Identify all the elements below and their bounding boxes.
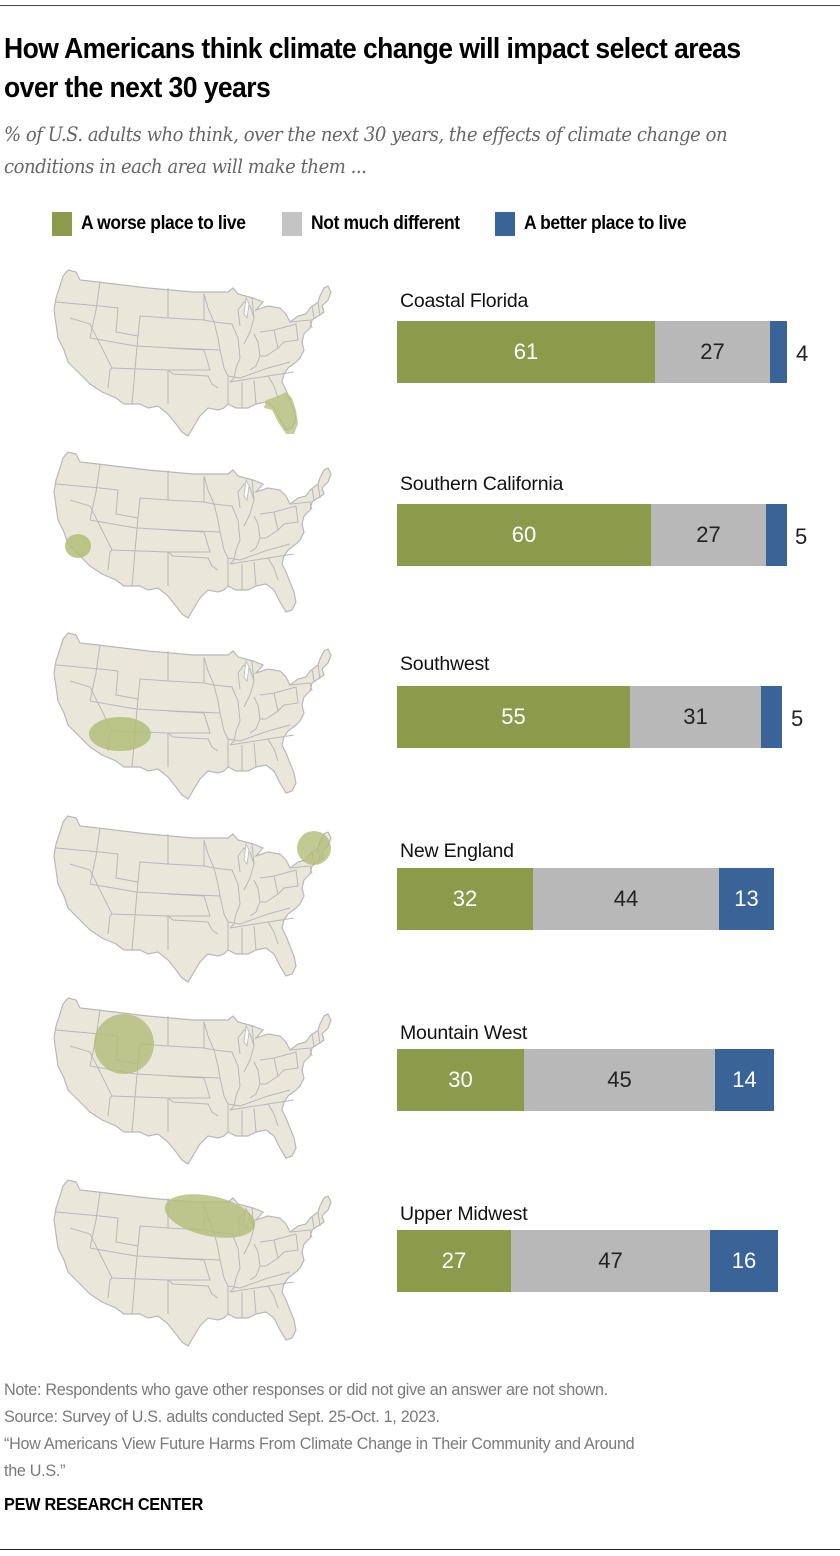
report-title-line1: “How Americans View Future Harms From Cl… [4, 1434, 635, 1453]
legend-swatch-better [494, 212, 515, 236]
segment-worse: 32 [397, 868, 533, 930]
stacked-bar-coastal-florida: 61 27 [397, 321, 787, 383]
segment-better [770, 321, 787, 383]
highlight-new-england [297, 831, 331, 865]
row-label-upper-midwest: Upper Midwest [400, 1203, 528, 1225]
segment-worse: 61 [397, 321, 655, 383]
us-map-upper-midwest [28, 1168, 338, 1358]
highlight-mountain-west [94, 1014, 154, 1074]
bottom-rule [0, 1549, 840, 1550]
row-label-coastal-florida: Coastal Florida [400, 290, 529, 312]
highlight-coastal-florida [264, 392, 298, 434]
row-label-southwest: Southwest [400, 653, 490, 675]
stacked-bar-upper-midwest: 27 47 16 [397, 1230, 778, 1292]
segment-better [761, 686, 782, 748]
stacked-bar-southern-california: 60 27 [397, 504, 787, 566]
highlight-upper-midwest [164, 1194, 256, 1238]
segment-same: 27 [651, 504, 766, 566]
legend-label-better: A better place to live [523, 213, 687, 234]
segment-better: 16 [710, 1230, 778, 1292]
source-text: Source: Survey of U.S. adults conducted … [4, 1407, 440, 1426]
better-value-outside: 5 [791, 706, 804, 731]
legend-item-better: A better place to live [494, 212, 700, 236]
chart-title: How Americans think climate change will … [4, 33, 741, 104]
stacked-bar-southwest: 55 31 [397, 686, 782, 748]
legend-label-worse: A worse place to live [81, 213, 246, 234]
us-map-southern-california [28, 440, 338, 630]
segment-same: 45 [524, 1049, 715, 1111]
us-map-mountain-west [28, 986, 338, 1176]
segment-worse: 30 [397, 1049, 524, 1111]
row-label-mountain-west: Mountain West [400, 1022, 528, 1044]
legend-swatch-same [281, 212, 302, 236]
segment-worse: 60 [397, 504, 651, 566]
us-map-southwest [28, 621, 338, 811]
segment-same: 47 [511, 1230, 710, 1292]
segment-worse: 27 [397, 1230, 511, 1292]
legend-item-same: Not much different [281, 212, 473, 236]
segment-better: 13 [719, 868, 774, 930]
stacked-bar-new-england: 32 44 13 [397, 868, 774, 930]
segment-better: 14 [715, 1049, 774, 1111]
stacked-bar-mountain-west: 30 45 14 [397, 1049, 774, 1111]
legend-label-same: Not much different [310, 213, 460, 234]
legend-item-worse: A worse place to live [52, 212, 260, 236]
better-value-outside: 5 [795, 524, 808, 549]
note-text: Note: Respondents who gave other respons… [4, 1380, 608, 1399]
row-label-southern-california: Southern California [400, 473, 564, 495]
segment-same: 31 [630, 686, 761, 748]
segment-same: 44 [533, 868, 719, 930]
segment-worse: 55 [397, 686, 630, 748]
better-value-outside: 4 [796, 341, 809, 366]
highlight-southwest [89, 717, 151, 751]
top-rule [0, 5, 840, 6]
segment-better [766, 504, 787, 566]
segment-same: 27 [655, 321, 770, 383]
footnotes: Note: Respondents who gave other respons… [4, 1376, 834, 1484]
us-map-new-england [28, 804, 338, 994]
legend-swatch-worse [52, 212, 72, 236]
row-label-new-england: New England [400, 840, 514, 862]
us-map-coastal-florida [28, 258, 338, 448]
legend: A worse place to live Not much different… [52, 210, 722, 238]
pew-research-center-logo: PEW RESEARCH CENTER [4, 1494, 204, 1514]
chart-subtitle: % of U.S. adults who think, over the nex… [4, 122, 728, 178]
report-title-line2: the U.S.” [4, 1461, 66, 1480]
highlight-southern-california [65, 534, 91, 558]
